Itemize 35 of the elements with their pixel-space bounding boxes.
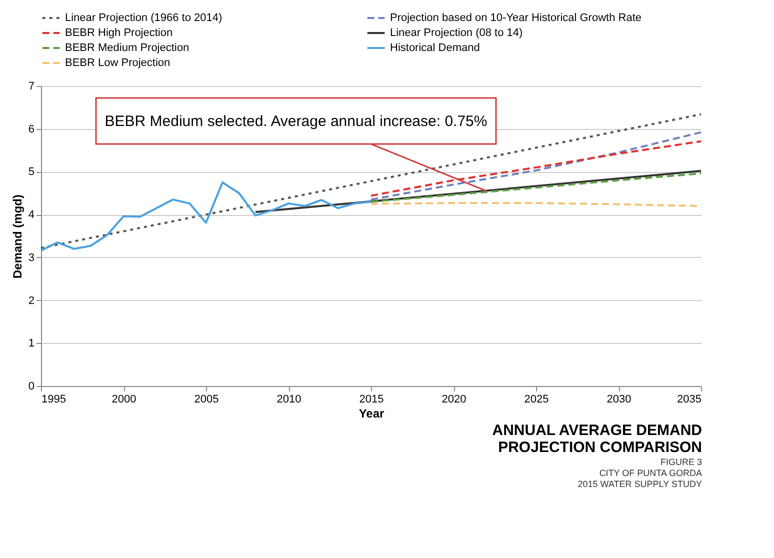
x-tick-label: 2015	[359, 394, 384, 406]
y-tick-label: 7	[28, 80, 34, 92]
annotation: BEBR Medium selected. Average annual increase: 0.75%	[104, 113, 488, 130]
line-series	[370, 140, 702, 197]
y-axis-title: Demand (mgd)	[10, 194, 24, 278]
x-tick-label: 1995	[42, 394, 66, 406]
legend-label: Linear Projection (1966 to 2014)	[65, 12, 222, 24]
x-tick-label: 2020	[442, 394, 466, 406]
line-series	[370, 172, 702, 203]
text: 2015 WATER SUPPLY STUDY	[578, 479, 702, 489]
y-tick-label: 2	[28, 294, 34, 307]
y-tick-label: 5	[28, 166, 34, 178]
legend-label: BEBR Low Projection	[65, 57, 170, 69]
line-series	[370, 131, 702, 201]
legend-label: BEBR Medium Projection	[65, 42, 190, 54]
y-tick-label: 6	[28, 123, 34, 136]
x-tick-label: 2000	[112, 394, 136, 406]
x-tick-label: 2010	[276, 394, 302, 406]
legend-label: Historical Demand	[390, 42, 480, 54]
x-axis-title: Year	[358, 406, 385, 420]
y-tick-label: 3	[28, 252, 34, 264]
text: ANNUAL AVERAGE DEMAND PROJECTION COMPARISON	[492, 422, 702, 456]
x-tick-label: 2025	[524, 394, 549, 406]
y-tick-label: 4	[28, 209, 34, 222]
legend-label: Projection based on 10-Year Historical Growth Rate	[390, 12, 642, 24]
text: CITY OF PUNTA GORDA	[599, 468, 702, 478]
line-series	[40, 181, 372, 252]
x-tick-label: 2030	[606, 394, 632, 406]
y-tick-label: 0	[28, 380, 34, 392]
x-tick-label: 2035	[677, 394, 702, 406]
y-tick-label: 1	[28, 338, 34, 350]
text: FIGURE 3	[660, 457, 702, 467]
legend-label: Linear Projection (08 to 14)	[390, 27, 523, 39]
x-tick-label: 2005	[194, 394, 219, 406]
legend-label: BEBR High Projection	[65, 27, 173, 39]
